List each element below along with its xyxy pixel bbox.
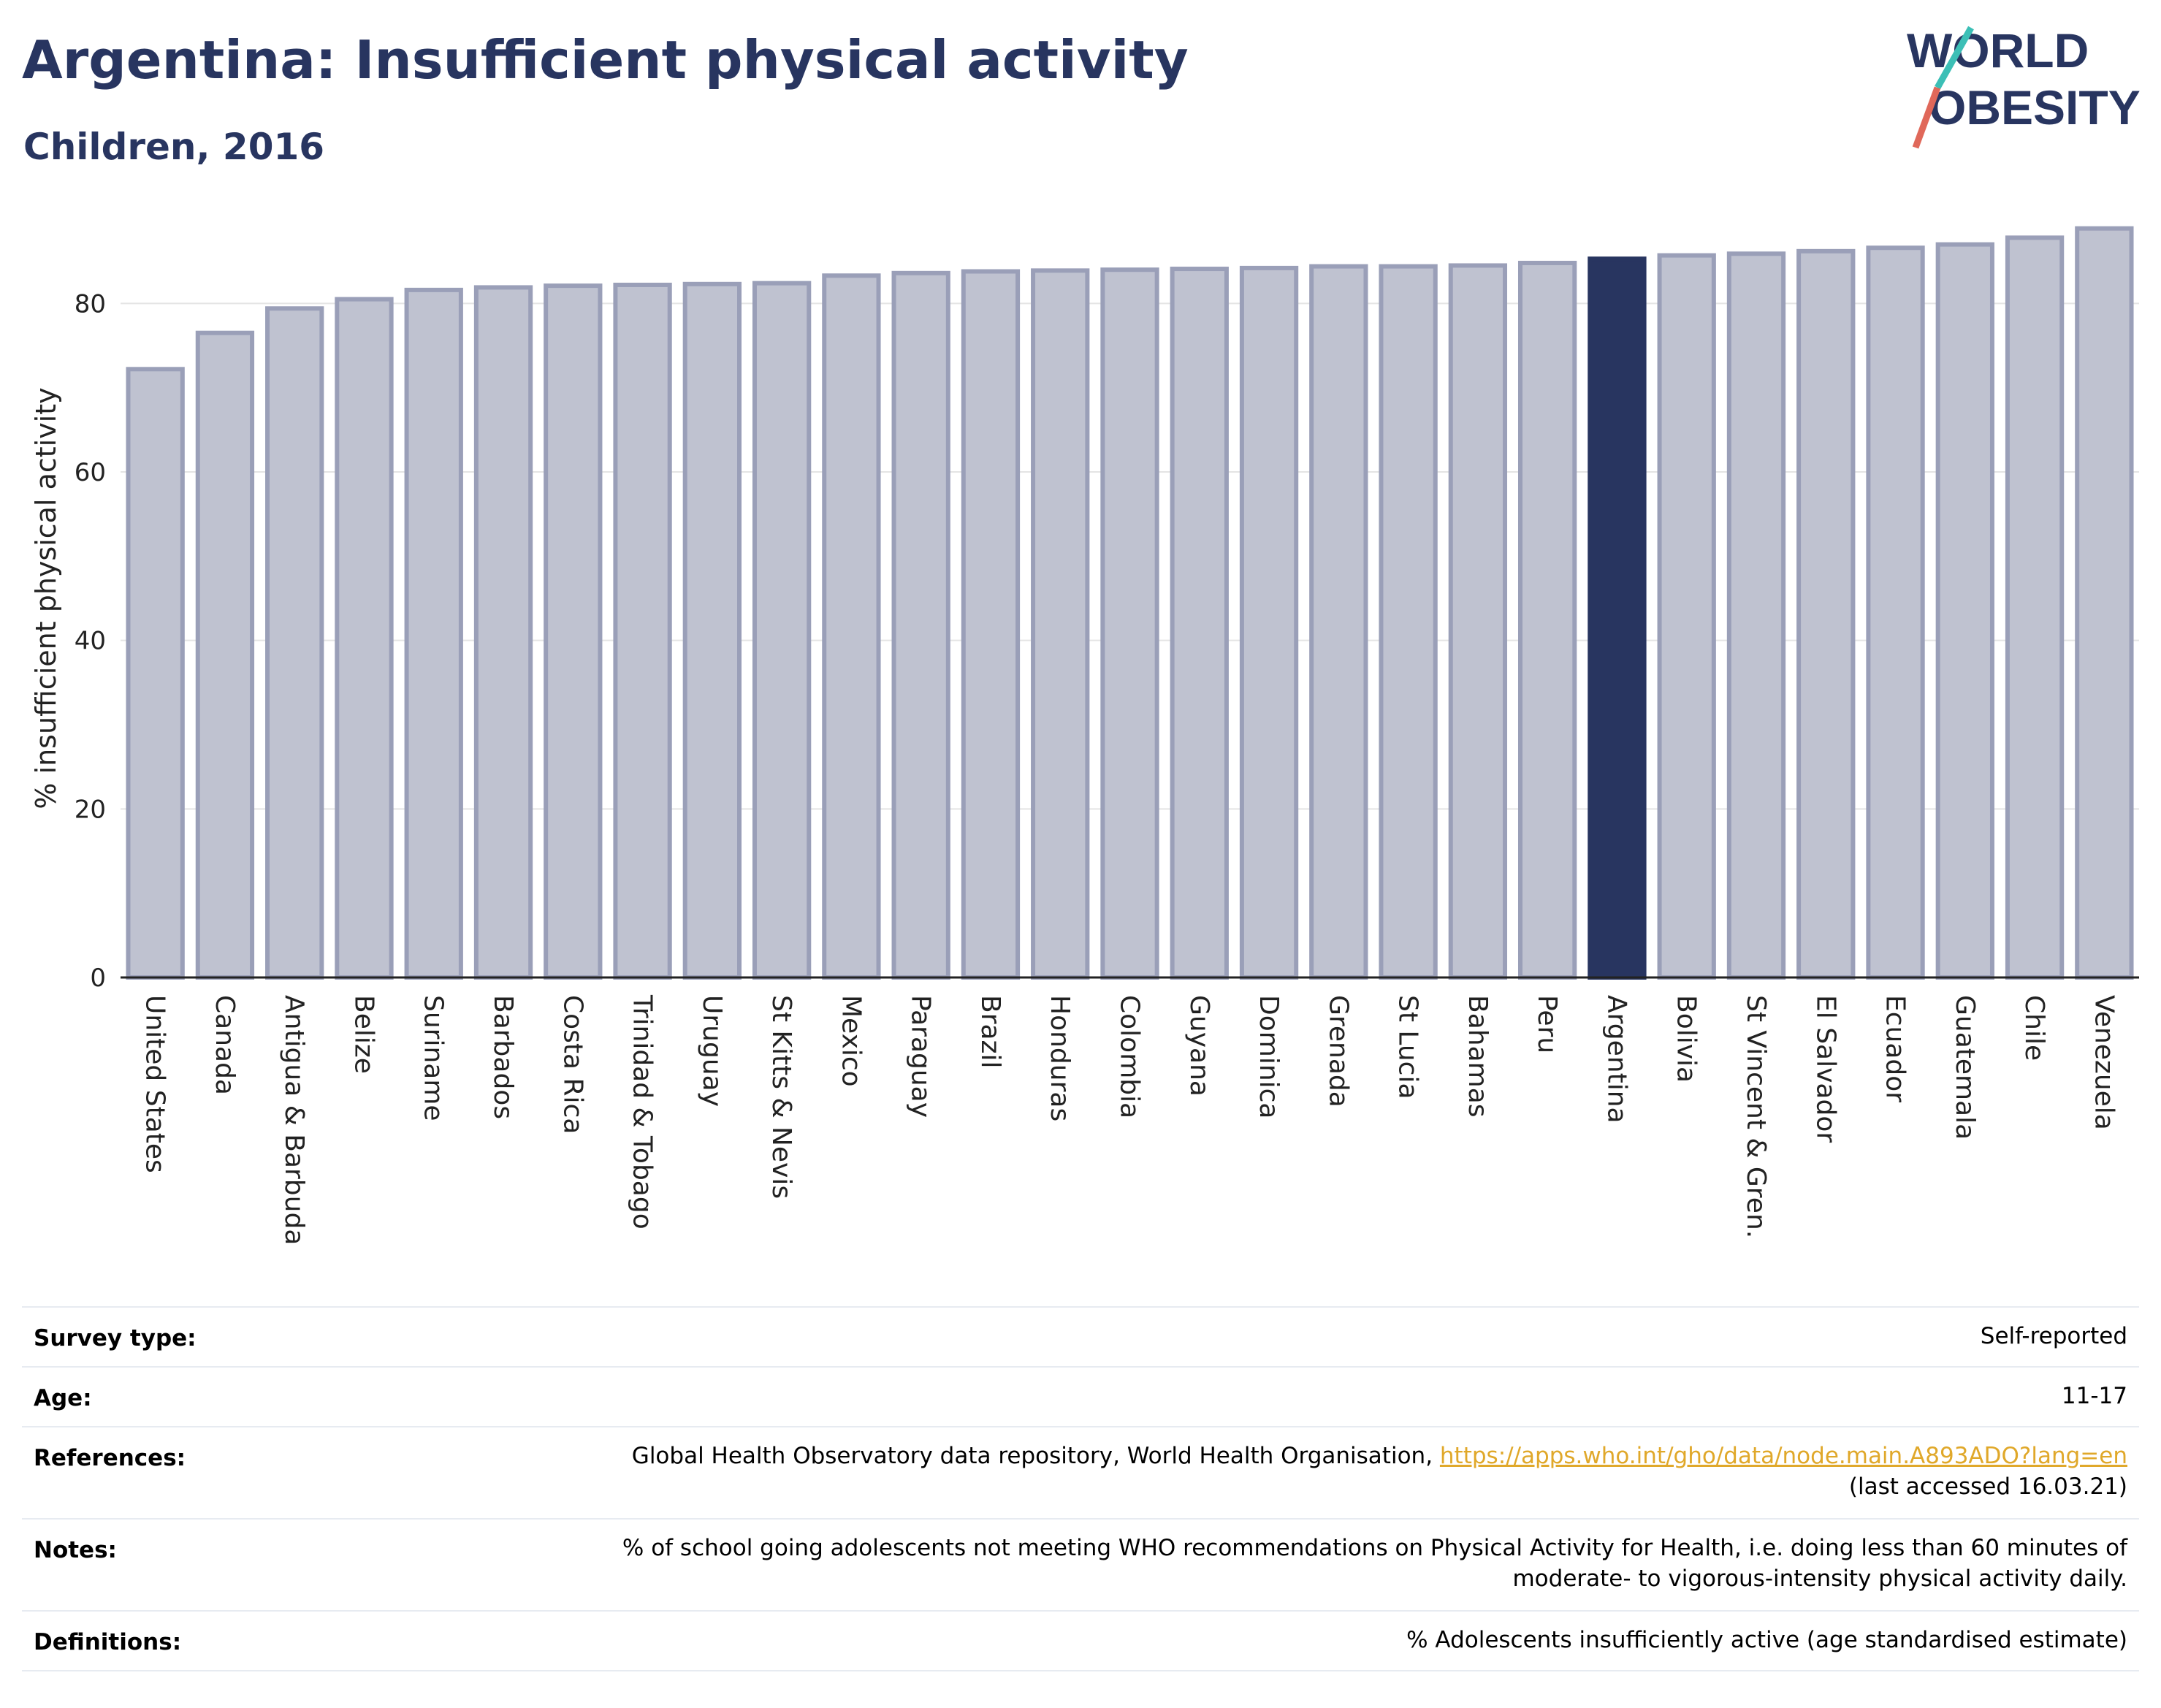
bar-st-lucia — [1379, 264, 1438, 980]
x-tick-label: Chile — [2019, 995, 2049, 1061]
details-key: Survey type: — [22, 1306, 235, 1367]
x-tick-label: St Kitts & Nevis — [766, 995, 796, 1199]
x-tick-label: Guyana — [1184, 995, 1214, 1097]
x-tick-label: Brazil — [975, 995, 1005, 1068]
bar-brazil — [961, 269, 1021, 980]
x-tick-label: Belize — [348, 995, 378, 1074]
details-key: Notes: — [22, 1518, 235, 1611]
details-key: Definitions: — [22, 1610, 235, 1671]
details-table: Survey type: Self-reported Age: 11-17 Re… — [22, 1306, 2139, 1671]
details-row-notes: Notes: % of school going adolescents not… — [22, 1518, 2139, 1611]
bar-guyana — [1170, 267, 1229, 980]
x-tick-label: Bolivia — [1672, 995, 1701, 1083]
x-tick-label: Colombia — [1115, 995, 1145, 1118]
x-tick-label: Ecuador — [1880, 995, 1910, 1102]
bar-colombia — [1100, 267, 1159, 980]
bar-dominica — [1239, 265, 1299, 980]
details-value: Global Health Observatory data repositor… — [631, 1443, 1433, 1469]
details-row-definitions: Definitions: % Adolescents insufficientl… — [22, 1610, 2139, 1671]
bar-honduras — [1031, 268, 1090, 980]
bar-ecuador — [1866, 245, 1925, 980]
details-row-age: Age: 11-17 — [22, 1366, 2139, 1427]
details-key: References: — [22, 1426, 235, 1519]
logo-line1: WORLD — [1907, 23, 2089, 77]
logo-slash-teal — [1935, 26, 1974, 90]
logo-line2: OBESITY — [1929, 80, 2141, 134]
details-value: % Adolescents insufficiently active (age… — [235, 1610, 2139, 1671]
x-tick-label: Peru — [1532, 995, 1562, 1053]
bar-suriname — [404, 287, 463, 980]
y-tick-label: 0 — [90, 964, 106, 993]
bar-bahamas — [1448, 263, 1508, 980]
x-tick-label: Argentina — [1601, 995, 1631, 1124]
chart-subtitle: Children, 2016 — [23, 126, 325, 168]
details-row-references: References: Global Health Observatory da… — [22, 1426, 2139, 1519]
x-tick-label: Suriname — [419, 995, 449, 1121]
world-obesity-logo: WORLD OBESITY — [1907, 23, 2141, 149]
bar-belize — [335, 297, 394, 980]
x-tick-label: El Salvador — [1810, 995, 1840, 1143]
bar-venezuela — [2075, 226, 2134, 980]
bar-chile — [2005, 235, 2065, 980]
details-extra: (last accessed 16.03.21) — [1848, 1473, 2127, 1500]
bar-st-kitts-nevis — [752, 281, 812, 980]
bar-guatemala — [1935, 242, 1994, 980]
bar-grenada — [1309, 264, 1368, 980]
x-tick-label: Bahamas — [1463, 995, 1493, 1118]
x-tick-label: United States — [140, 995, 170, 1173]
bar-costa-rica — [544, 283, 603, 980]
bar-paraguay — [891, 270, 950, 980]
bar-trinidad-tobago — [613, 282, 672, 980]
bar-mexico — [822, 273, 881, 980]
logo-slash-red — [1912, 86, 1941, 149]
x-tick-label: Barbados — [488, 995, 518, 1119]
bar-bolivia — [1657, 253, 1716, 980]
x-tick-label: Honduras — [1045, 995, 1075, 1121]
x-tick-label: Venezuela — [2089, 995, 2119, 1130]
bar-united-states — [126, 367, 185, 980]
x-tick-label: St Vincent & Gren. — [1741, 995, 1771, 1238]
y-tick-label: 40 — [75, 627, 106, 656]
bar-argentina — [1588, 256, 1647, 980]
bar-el-salvador — [1796, 248, 1856, 980]
y-tick-label: 80 — [75, 289, 106, 319]
x-tick-label: Grenada — [1323, 995, 1353, 1107]
x-tick-label: Trinidad & Tobago — [628, 994, 658, 1229]
details-value: 11-17 — [235, 1366, 2139, 1427]
details-key: Age: — [22, 1366, 235, 1427]
y-tick-label: 60 — [75, 458, 106, 487]
chart-title: Argentina: Insufficient physical activit… — [22, 29, 1189, 91]
bar-antigua-barbuda — [265, 306, 324, 980]
x-tick-label: Guatemala — [1950, 995, 1980, 1140]
x-tick-label: Mexico — [836, 995, 866, 1087]
x-tick-label: Antigua & Barbuda — [279, 995, 309, 1245]
x-tick-label: Dominica — [1254, 995, 1284, 1119]
bar-chart: 0 20 40 60 80 % insufficient physical activit… — [30, 226, 2139, 1245]
reference-link[interactable]: https://apps.who.int/gho/data/node.main.… — [1439, 1443, 2127, 1469]
x-tick-label: St Lucia — [1393, 995, 1423, 1099]
details-row-survey: Survey type: Self-reported — [22, 1306, 2139, 1367]
y-tick-label: 20 — [75, 795, 106, 824]
bar-peru — [1517, 260, 1577, 980]
bar-st-vincent-gren- — [1726, 251, 1786, 980]
bar-canada — [195, 330, 255, 980]
x-tick-label: Paraguay — [906, 995, 936, 1118]
bar-barbados — [473, 285, 533, 980]
bar-uruguay — [682, 281, 742, 980]
details-extra: moderate- to vigorous-intensity physical… — [1512, 1566, 2127, 1592]
x-tick-label: Uruguay — [697, 995, 727, 1107]
y-axis-label: % insufficient physical activity — [30, 387, 62, 809]
x-tick-label: Costa Rica — [557, 995, 587, 1134]
details-value: % of school going adolescents not meetin… — [622, 1535, 2127, 1561]
x-tick-label: Canada — [210, 995, 240, 1095]
details-value: Self-reported — [235, 1306, 2139, 1367]
